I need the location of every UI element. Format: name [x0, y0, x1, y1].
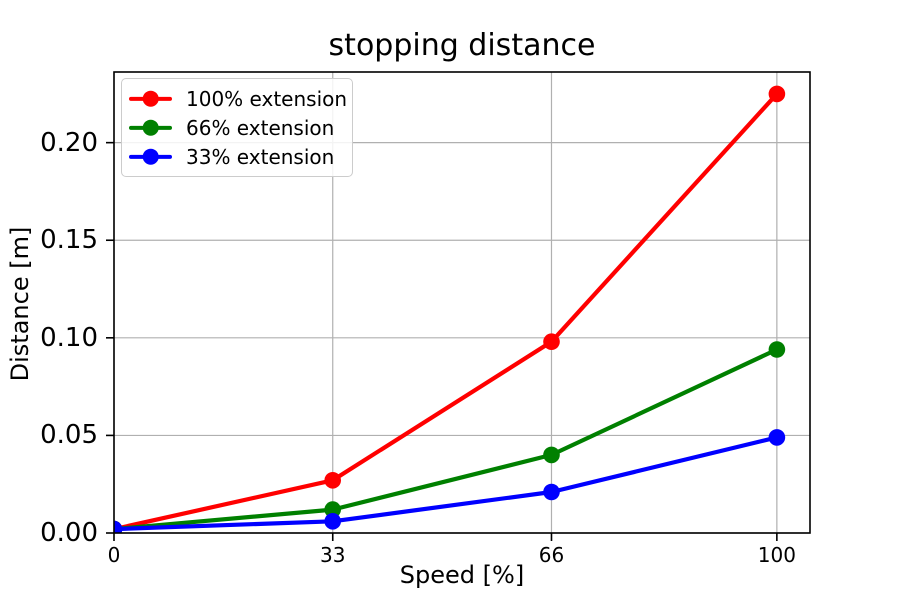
x-axis-label: Speed [%]	[399, 561, 525, 589]
series-line-0	[114, 92, 779, 532]
series-marker-1	[768, 341, 786, 358]
x-tick-label: 100	[757, 543, 796, 567]
series-marker-0	[768, 85, 786, 103]
x-tick-label: 0	[107, 543, 121, 567]
y-tick-label: 0.10	[40, 322, 98, 353]
series-marker-2	[768, 429, 786, 446]
x-tick-label: 33	[320, 543, 346, 567]
legend: 100% extension 66% extension 33% extensi…	[121, 78, 353, 177]
series-line-2	[114, 435, 778, 532]
legend-label: 33% extension	[186, 144, 335, 169]
series-marker-1	[543, 446, 560, 464]
legend-label: 66% extension	[186, 115, 335, 140]
legend-item: 33% extension	[122, 142, 352, 171]
legend-item: 66% extension	[122, 113, 352, 142]
y-tick-label: 0.05	[40, 420, 98, 451]
series-marker-1	[324, 501, 342, 518]
legend-line-marker-icon	[129, 119, 172, 137]
series-marker-2	[543, 483, 560, 501]
series-marker-2	[324, 513, 342, 530]
series-marker-0	[324, 472, 342, 489]
plot-border	[113, 71, 811, 534]
legend-item: 100% extension	[122, 84, 352, 113]
series-marker-2	[114, 520, 123, 533]
legend-label: 100% extension	[186, 86, 348, 111]
legend-line-marker-icon	[129, 148, 172, 166]
series-line-1	[114, 347, 778, 532]
y-tick-label: 0.15	[40, 225, 98, 256]
legend-line-marker-icon	[129, 90, 172, 108]
chart-title: stopping distance	[328, 28, 596, 63]
series-marker-0	[543, 333, 560, 351]
x-tick-label: 66	[538, 543, 565, 567]
y-tick-label: 0.20	[40, 127, 98, 158]
y-tick-label: 0.00	[40, 518, 98, 548]
